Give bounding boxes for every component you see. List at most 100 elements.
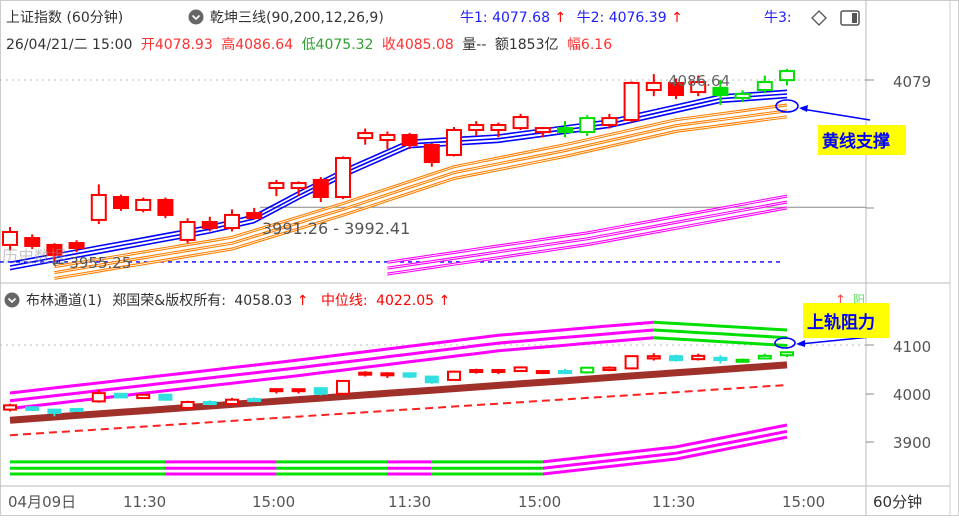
candle-body [624, 355, 639, 370]
candle-body [291, 388, 306, 393]
candle-body [313, 387, 328, 395]
period-button[interactable]: 60分钟 [873, 493, 922, 511]
candle-body [69, 407, 84, 412]
resistance-annotation-text: 上轨阻力 [807, 312, 875, 333]
candle-body [579, 117, 596, 134]
lower-band-1 [542, 423, 788, 464]
candle-body [691, 354, 706, 361]
candle-body [201, 221, 218, 230]
orange-line-highlight [54, 116, 788, 279]
magenta-line-highlight [387, 201, 788, 269]
up-arrow-icon: ↑ [554, 10, 566, 26]
copyright-value: 4058.03 [234, 293, 292, 309]
candle-body [713, 356, 728, 362]
bollinger-dropdown-button[interactable] [4, 292, 20, 308]
high-marker-label: 4086.64 [668, 72, 730, 90]
candle-body [402, 372, 417, 378]
candle-body [135, 198, 152, 211]
chevron-down-icon[interactable] [4, 292, 20, 308]
candle-body [68, 242, 85, 250]
candle-body [290, 182, 307, 190]
resistance-annotation-box [803, 303, 889, 338]
candle-body [602, 366, 617, 372]
candle-body [401, 133, 418, 146]
candle-body [225, 398, 239, 406]
arrow-head-icon [799, 105, 808, 112]
candle-body [25, 406, 40, 411]
candle-body [469, 369, 484, 374]
candle-body [490, 123, 507, 131]
resistance-ellipse [774, 337, 796, 349]
up-arrow-icon: ↑ [438, 293, 450, 309]
time-label: 11:30 [123, 493, 166, 511]
candle-body [380, 372, 395, 377]
bar-date: 26/04/21/二 15:00 [6, 37, 132, 53]
lower-axis-label-3900: 3900 [893, 434, 931, 452]
candle-body [2, 230, 18, 246]
time-label: 11:30 [652, 493, 695, 511]
range-label: 3991.26 - 3992.41 [262, 219, 410, 238]
candle-body [136, 393, 151, 400]
candle-body [247, 398, 262, 403]
candle-body [180, 401, 195, 409]
candle-body [46, 243, 63, 256]
close-value: 收4085.08 [382, 37, 454, 53]
candle-body [535, 370, 550, 375]
middle-band [9, 361, 788, 424]
price-panel[interactable] [0, 68, 866, 280]
blue-line-1 [9, 89, 788, 264]
indicator-dropdown-button[interactable] [188, 9, 204, 25]
candle-body [756, 81, 773, 91]
amount-value: 额1853亿 [495, 37, 559, 53]
annotation-arrow [801, 108, 871, 121]
time-axis: 04月09日 11:30 15:00 11:30 15:00 11:30 15:… [8, 493, 825, 511]
support-ellipse [775, 99, 799, 113]
chevron-down-icon[interactable] [188, 9, 204, 25]
volume-value: 量-- [462, 37, 486, 53]
candle-body [246, 212, 263, 220]
candle-body [668, 81, 684, 96]
candle-body [757, 354, 772, 360]
candle-body [623, 81, 640, 121]
candle-body [91, 392, 106, 403]
support-annotation-text: 黄线支撑 [822, 131, 890, 152]
panel-icon[interactable] [840, 10, 860, 26]
diamond-icon[interactable] [811, 10, 827, 26]
lower-band-3 [542, 435, 788, 476]
magenta-line-highlight [387, 207, 788, 275]
candle-body [734, 92, 751, 99]
candle-body [114, 392, 128, 399]
upper-band-green-2 [653, 328, 788, 340]
up-arrow-icon: ↑ [835, 293, 846, 308]
symbol-name: 上证指数 [6, 10, 62, 26]
bollinger-panel[interactable] [0, 320, 866, 476]
candle-body [357, 132, 374, 140]
upper-band-green-1 [653, 320, 788, 332]
candle-body [446, 128, 462, 156]
candle-body [224, 213, 240, 230]
panel-toggle-button[interactable] [840, 10, 860, 26]
candle-body [512, 116, 529, 130]
bull3-label: 牛3: [764, 10, 792, 26]
candle-body [712, 86, 729, 96]
candle-body [690, 81, 707, 94]
bollinger-name: 布林通道(1) [26, 293, 102, 309]
candle-body [601, 117, 618, 126]
candle-body [424, 375, 439, 384]
lower-axis-label-4000: 4000 [893, 386, 931, 404]
blue-line-3 [9, 96, 788, 271]
candle-body [379, 133, 396, 141]
candle-body [158, 393, 173, 401]
period-label: (60分钟) [66, 9, 123, 26]
up-arrow-icon: ↑ [671, 10, 683, 26]
candle-body [423, 143, 440, 164]
candle-body [558, 370, 572, 375]
candle-body [3, 404, 17, 411]
candle-body [268, 182, 285, 190]
upper-band-1 [9, 320, 654, 395]
candle-body [269, 388, 284, 393]
high-value: 高4086.64 [221, 36, 293, 53]
upper-band-2 [9, 328, 654, 403]
